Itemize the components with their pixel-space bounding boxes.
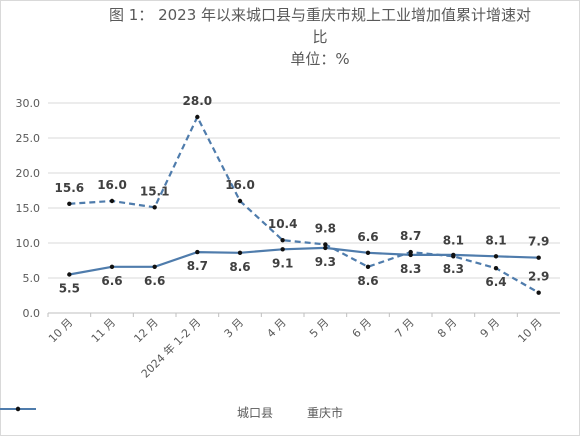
legend-swatch-solid [0,406,36,412]
data-point [67,272,72,277]
data-label: 8.1 [443,233,464,247]
data-point [493,266,499,271]
data-point [408,252,413,258]
data-label: 2.9 [528,270,549,284]
data-point [280,238,285,243]
data-label: 9.1 [272,256,293,270]
data-label: 16.0 [225,178,255,192]
data-point [237,250,243,255]
data-point [237,198,243,204]
data-label: 8.7 [187,259,208,273]
data-label: 5.5 [59,282,80,296]
chart-legend: 城口县 重庆市 [0,404,580,421]
data-label: 7.9 [528,235,549,249]
x-tick-label: 10 月 [515,316,544,345]
chart-unit: 单位：% [290,50,350,68]
data-label: 9.3 [315,255,336,269]
data-label: 10.4 [268,217,298,231]
data-label: 8.6 [229,260,250,274]
data-point [109,264,115,269]
chart-title: 图 1： 2023 年以来城口县与重庆市规上工业增加值累计增速对 比 单位：% [80,4,560,70]
data-label: 16.0 [97,178,127,192]
y-tick-label: 5.0 [23,272,41,285]
data-point [109,198,115,204]
data-point [493,254,499,259]
data-point [365,264,371,269]
data-label: 6.6 [144,274,165,288]
x-tick-label: 12 月 [131,316,160,345]
data-point [365,250,371,255]
y-tick-label: 10.0 [16,237,41,250]
y-tick-label: 30.0 [16,97,41,110]
legend-label-series-2: 重庆市 [307,406,344,420]
data-label: 6.4 [485,275,506,289]
legend-item-series-2: 重庆市 [0,404,344,421]
data-label: 15.6 [55,181,85,195]
x-tick-label: 5 月 [307,316,331,340]
legend-item-series-1: 城口县 [0,404,273,421]
x-tick-label: 4 月 [264,316,288,340]
data-label: 15.1 [140,184,170,198]
data-point [323,245,328,251]
data-point [152,264,157,269]
data-label: 8.7 [400,229,421,243]
data-point [323,242,328,247]
y-tick-label: 15.0 [16,202,41,215]
data-label: 8.3 [400,262,421,276]
data-label: 8.3 [443,262,464,276]
x-tick-label: 11 月 [89,316,118,345]
data-label: 28.0 [183,94,213,108]
legend-label-series-1: 城口县 [236,406,273,420]
y-tick-label: 20.0 [16,167,41,180]
chart-title-line-2: 比 [312,28,328,46]
data-label: 6.6 [101,274,122,288]
data-point [536,255,541,260]
x-tick-label: 8 月 [435,316,459,340]
x-tick-label: 3 月 [222,316,246,340]
data-point [195,114,200,120]
data-point [195,249,200,255]
data-label: 8.1 [485,233,506,247]
data-point [67,201,72,206]
data-point [152,205,157,210]
series-line-1 [69,114,540,294]
data-point [280,247,285,252]
data-point [536,290,541,295]
y-tick-label: 0.0 [23,307,41,320]
x-tick-label: 9 月 [478,316,502,340]
x-tick-label: 7 月 [392,316,416,340]
data-label: 8.6 [357,274,378,288]
x-tick-label: 6 月 [350,316,374,340]
y-tick-label: 25.0 [16,132,41,145]
chart-title-line-1: 图 1： 2023 年以来城口县与重庆市规上工业增加值累计增速对 [108,6,532,24]
data-label: 9.8 [315,221,336,235]
series-line-2 [69,246,539,276]
x-tick-label: 10 月 [46,316,75,345]
data-point [451,252,456,258]
data-label: 6.6 [357,230,378,244]
